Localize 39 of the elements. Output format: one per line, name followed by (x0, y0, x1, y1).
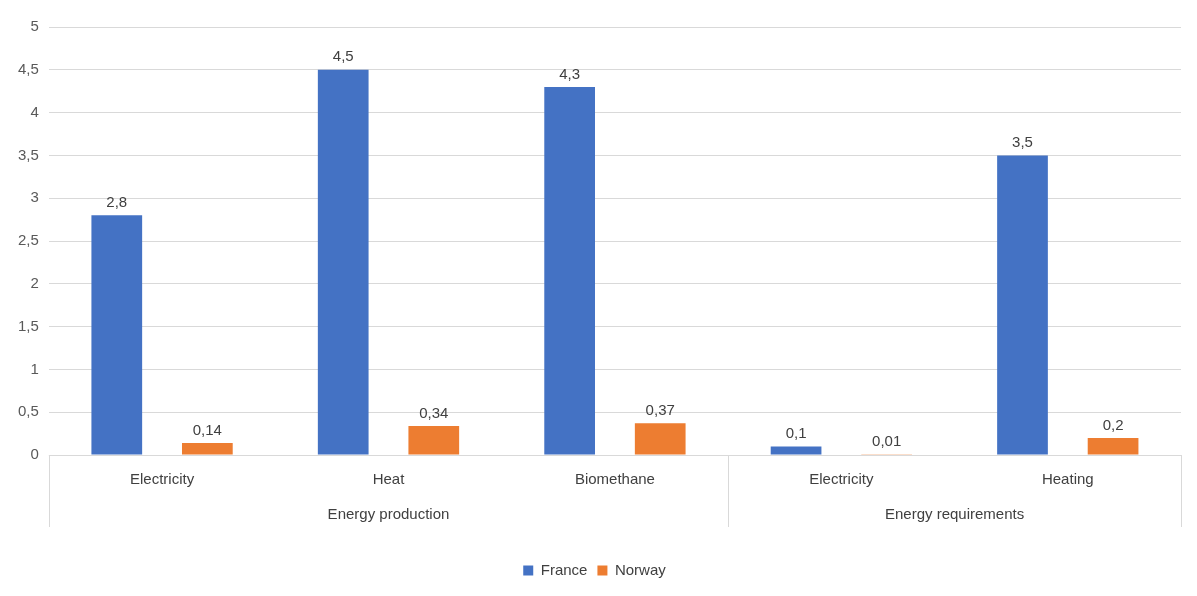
text: Energy production (327, 505, 450, 523)
x-tick-label: Electricity (809, 470, 874, 488)
data-label: 0,01 (872, 431, 902, 449)
legend-label: France (540, 560, 588, 578)
x-tick-label: Heat (372, 470, 406, 488)
x-tick-label: Biomethane (574, 470, 655, 488)
data-label: 0,34 (419, 403, 449, 421)
data-label: 2,8 (106, 192, 128, 210)
y-tick-label: 0 (30, 445, 39, 463)
data-label: 0,14 (192, 420, 222, 438)
bar (770, 446, 822, 455)
data-label: 0,1 (785, 424, 807, 442)
y-tick-label: 3 (30, 188, 39, 206)
y-tick-label: 1,5 (17, 316, 39, 334)
y-tick-label: 2 (30, 273, 39, 291)
x-tick-label: Electricity (129, 470, 195, 488)
y-tick-label: 0,5 (17, 402, 39, 420)
bar (91, 215, 143, 455)
bar (544, 86, 595, 455)
bar (317, 69, 369, 455)
data-label: 4,3 (559, 64, 581, 82)
text: Energy requirements (884, 505, 1025, 523)
y-tick-label: 5 (30, 17, 39, 35)
data-label: 3,5 (1012, 133, 1033, 151)
data-label: 0,37 (645, 400, 675, 418)
y-tick-label: 1 (30, 359, 39, 377)
y-tick-label: 3,5 (17, 145, 39, 163)
bar (408, 425, 460, 455)
bar (634, 423, 686, 455)
bar (181, 443, 233, 455)
bar (997, 155, 1048, 455)
y-tick-label: 4 (30, 102, 39, 120)
bar (1087, 437, 1139, 455)
y-tick-label: 4,5 (17, 59, 39, 77)
legend-label: Norway (614, 560, 667, 578)
data-label: 4,5 (332, 47, 354, 65)
data-label: 0,2 (1102, 415, 1124, 433)
y-tick-label: 2,5 (17, 231, 39, 249)
x-tick-label: Heating (1041, 470, 1094, 488)
